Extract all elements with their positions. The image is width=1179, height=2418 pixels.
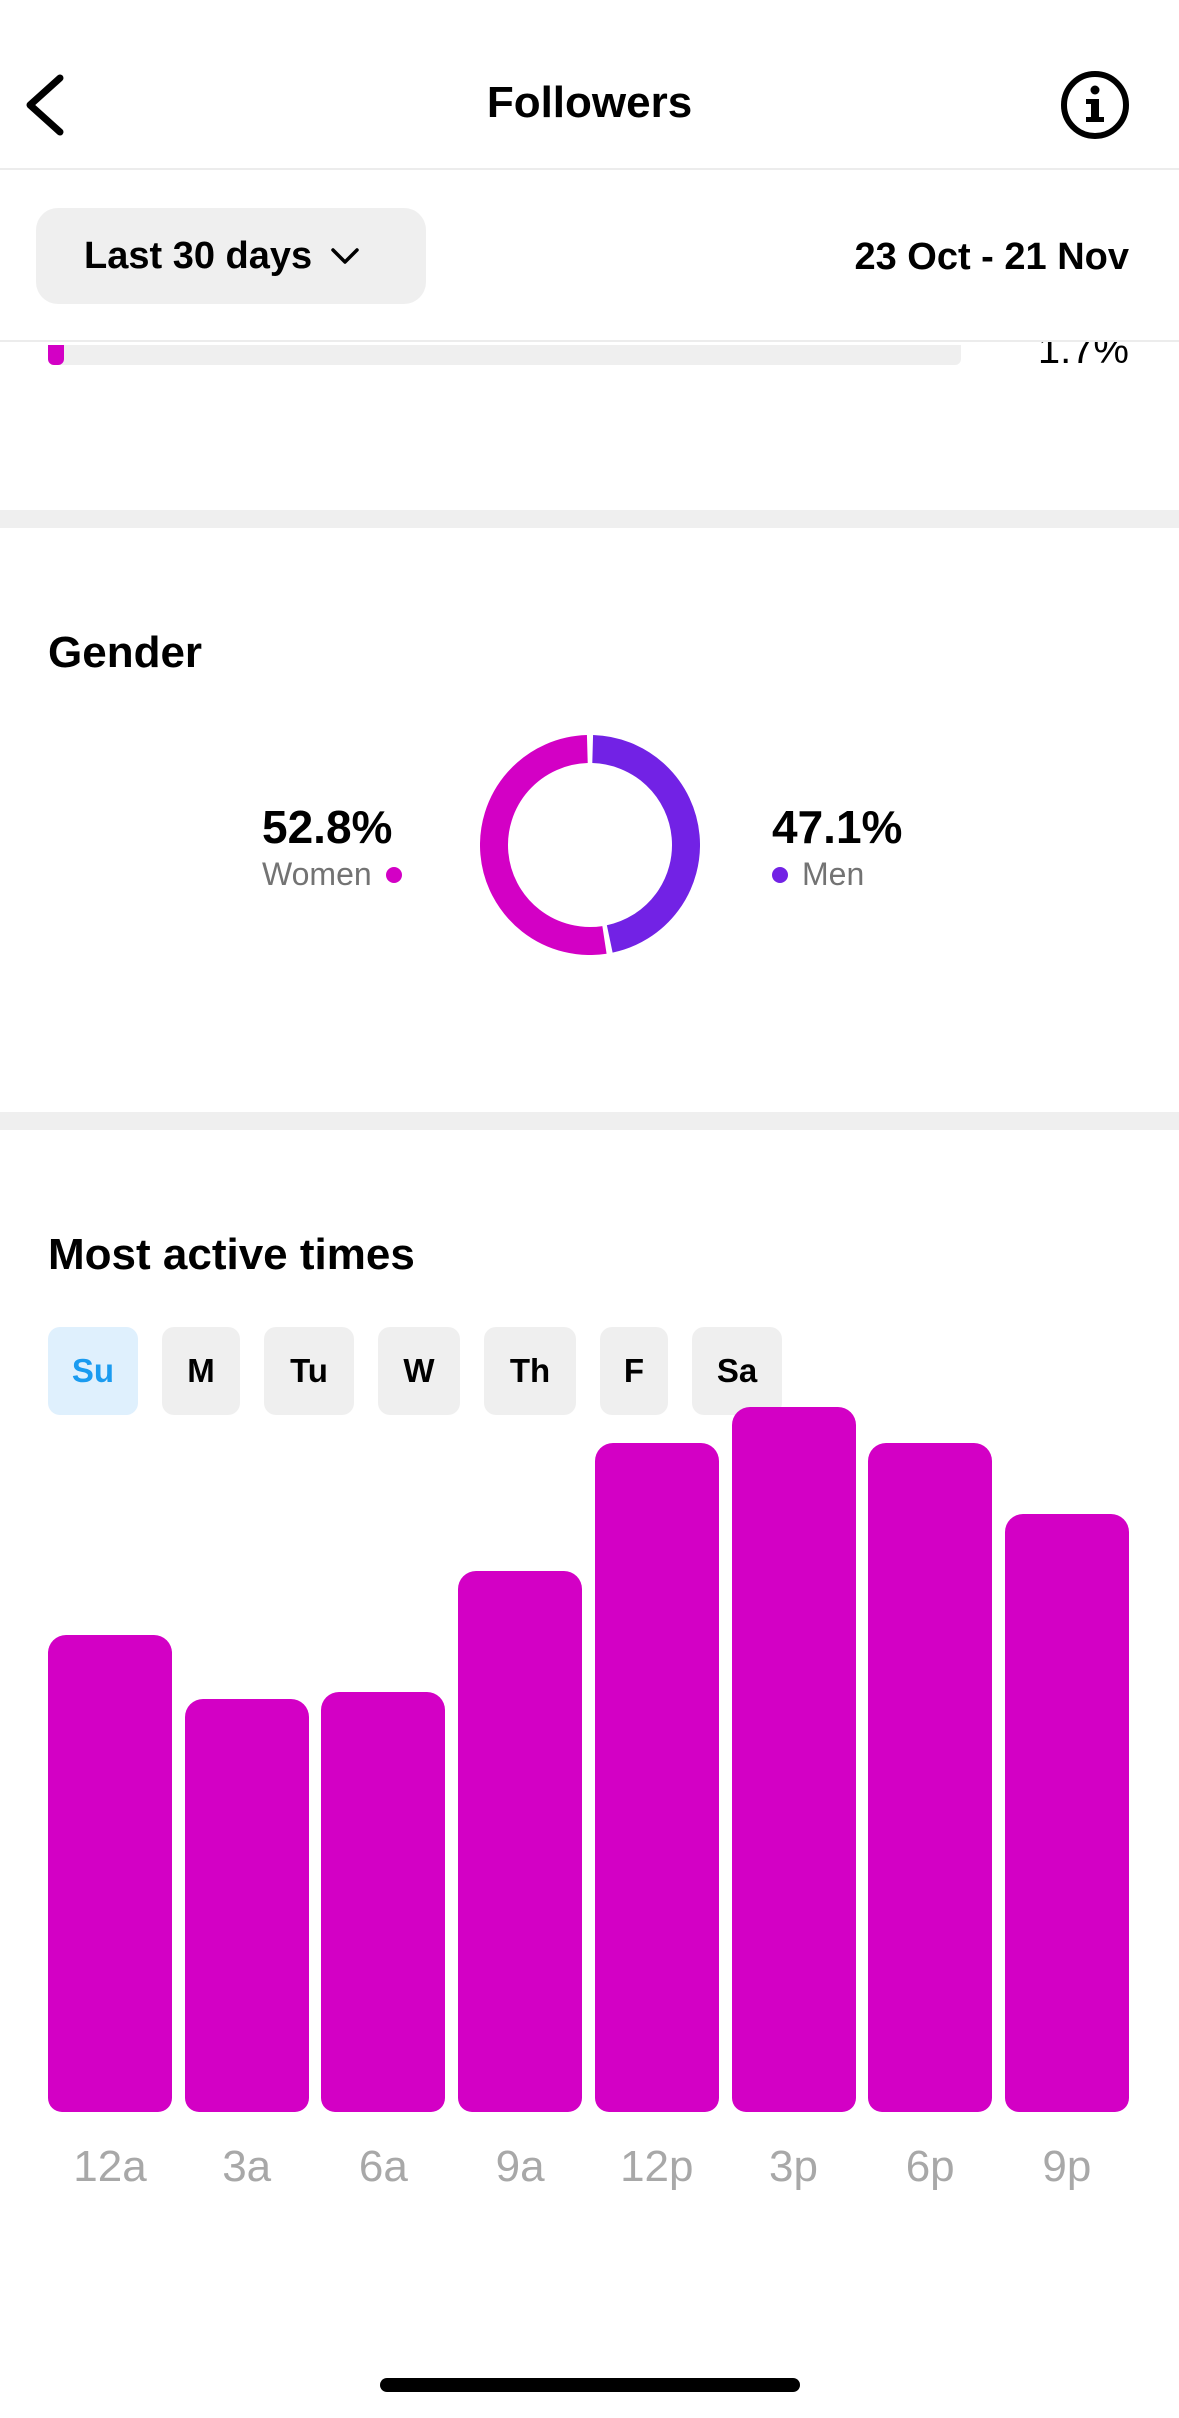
- section-divider: [0, 1112, 1179, 1130]
- day-tab[interactable]: Sa: [692, 1327, 782, 1415]
- home-indicator: [380, 2378, 800, 2392]
- x-tick-label: 6a: [358, 2142, 408, 2191]
- women-percentage: 52.8%: [262, 801, 393, 853]
- page-title: Followers: [486, 78, 693, 127]
- chevron-down-icon: [331, 248, 359, 264]
- day-selector: Su M Tu W Th F Sa: [48, 1327, 806, 1415]
- x-tick-label: 12p: [620, 2142, 694, 2191]
- donut-segment-women: [480, 735, 607, 955]
- percentage-progress-bar: [48, 345, 961, 365]
- x-tick-label: 12a: [73, 2142, 147, 2191]
- x-tick-label: 3a: [222, 2142, 272, 2191]
- women-label: Women: [262, 856, 372, 892]
- men-dot-icon: [772, 866, 788, 883]
- donut-segment-men: [591, 735, 700, 953]
- bar-9a[interactable]: [458, 1570, 583, 2112]
- men-percentage: 47.1%: [772, 801, 903, 853]
- bar-9p[interactable]: [1004, 1513, 1129, 2112]
- gender-title: Gender: [48, 628, 203, 677]
- active-times-bar-chart: [48, 1400, 1131, 2112]
- date-range-text: 23 Oct - 21 Nov: [854, 236, 1129, 278]
- bar-6a[interactable]: [321, 1691, 446, 2112]
- bar-6p[interactable]: [868, 1442, 993, 2112]
- day-tab[interactable]: Tu: [264, 1327, 354, 1415]
- x-tick-label: 9a: [495, 2142, 545, 2191]
- back-arrow-icon[interactable]: [22, 72, 72, 138]
- date-range-dropdown[interactable]: Last 30 days: [36, 208, 426, 304]
- bar-3a[interactable]: [184, 1699, 309, 2112]
- day-tab[interactable]: M: [162, 1327, 240, 1415]
- nav-header: Followers: [0, 0, 1179, 170]
- x-tick-label: 9p: [1042, 2142, 1092, 2191]
- most-active-times-title: Most active times: [48, 1230, 415, 1279]
- day-tab[interactable]: Su: [48, 1327, 138, 1415]
- women-dot-icon: [385, 866, 402, 883]
- day-tab[interactable]: F: [600, 1327, 668, 1415]
- filter-bar: Last 30 days 23 Oct - 21 Nov: [0, 170, 1179, 342]
- bar-12p[interactable]: [594, 1442, 719, 2112]
- women-legend: Women: [262, 856, 402, 893]
- men-label: Men: [802, 856, 865, 892]
- bar-3p[interactable]: [731, 1407, 856, 2112]
- x-tick-label: 3p: [769, 2142, 818, 2191]
- gender-donut-chart: [480, 735, 700, 955]
- day-tab[interactable]: W: [378, 1327, 460, 1415]
- bar-12a[interactable]: [48, 1634, 172, 2112]
- men-legend: Men: [772, 856, 864, 893]
- date-range-dropdown-label: Last 30 days: [84, 234, 313, 277]
- day-tab[interactable]: Th: [484, 1327, 576, 1415]
- x-tick-label: 6p: [905, 2142, 955, 2191]
- section-divider: [0, 510, 1179, 528]
- info-icon[interactable]: [1060, 70, 1130, 140]
- percentage-progress-fill: [48, 345, 64, 365]
